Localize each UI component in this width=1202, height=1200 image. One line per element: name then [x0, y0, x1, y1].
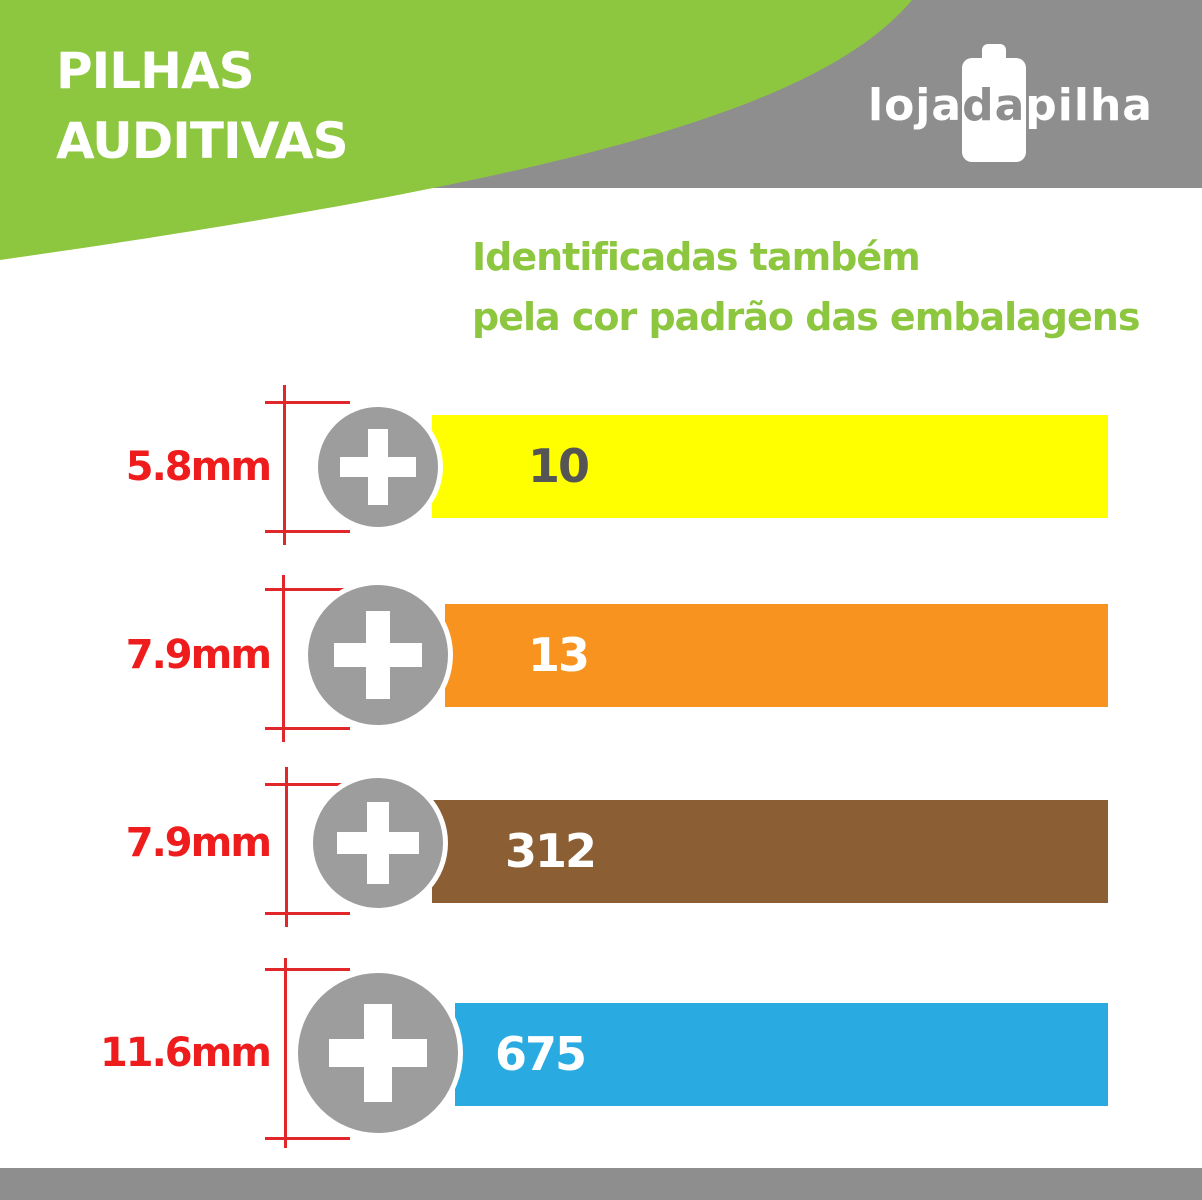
logo-text-3: pilha — [1025, 80, 1153, 131]
page-title-line1: PILHAS — [56, 42, 255, 100]
battery-coin — [303, 580, 453, 730]
subtitle-line1: Identificadas também — [472, 235, 921, 279]
battery-model-number: 675 — [495, 1027, 587, 1081]
header-green-wave — [0, 0, 912, 260]
battery-color-bar — [432, 415, 1108, 518]
battery-coin — [308, 773, 448, 913]
battery-size-label: 7.9mm — [125, 820, 272, 866]
subtitle-line2: pela cor padrão das embalagens — [472, 295, 1140, 339]
battery-coin — [293, 968, 463, 1138]
logo: lojadapilha — [868, 84, 1153, 128]
logo-battery-icon — [962, 58, 1026, 162]
dimension-tick-top — [265, 783, 350, 786]
logo-battery-cap — [982, 44, 1006, 62]
battery-model-number: 13 — [528, 628, 590, 682]
page-title-line2: AUDITIVAS — [56, 112, 349, 170]
logo-text-1: loja — [868, 80, 963, 131]
battery-model-number: 10 — [528, 439, 590, 493]
logo-text-2: da — [962, 80, 1026, 131]
dimension-tick-top — [265, 401, 350, 404]
battery-color-bar — [455, 1003, 1108, 1106]
dimension-tick-bottom — [265, 912, 350, 915]
dimension-tick-top — [265, 968, 350, 971]
battery-size-label: 5.8mm — [125, 444, 272, 490]
battery-color-bar — [432, 800, 1108, 903]
footer-bar — [0, 1168, 1202, 1200]
battery-size-label: 7.9mm — [125, 632, 272, 678]
dimension-tick-bottom — [265, 727, 350, 730]
dimension-line — [284, 958, 287, 1148]
battery-coin — [313, 402, 443, 532]
battery-color-bar — [445, 604, 1108, 707]
dimension-tick-bottom — [265, 530, 350, 533]
dimension-line — [283, 385, 286, 545]
battery-model-number: 312 — [505, 824, 597, 878]
dimension-line — [285, 767, 288, 927]
dimension-line — [282, 575, 285, 742]
battery-size-label: 11.6mm — [99, 1030, 272, 1076]
dimension-tick-bottom — [265, 1137, 350, 1140]
dimension-tick-top — [265, 588, 350, 591]
